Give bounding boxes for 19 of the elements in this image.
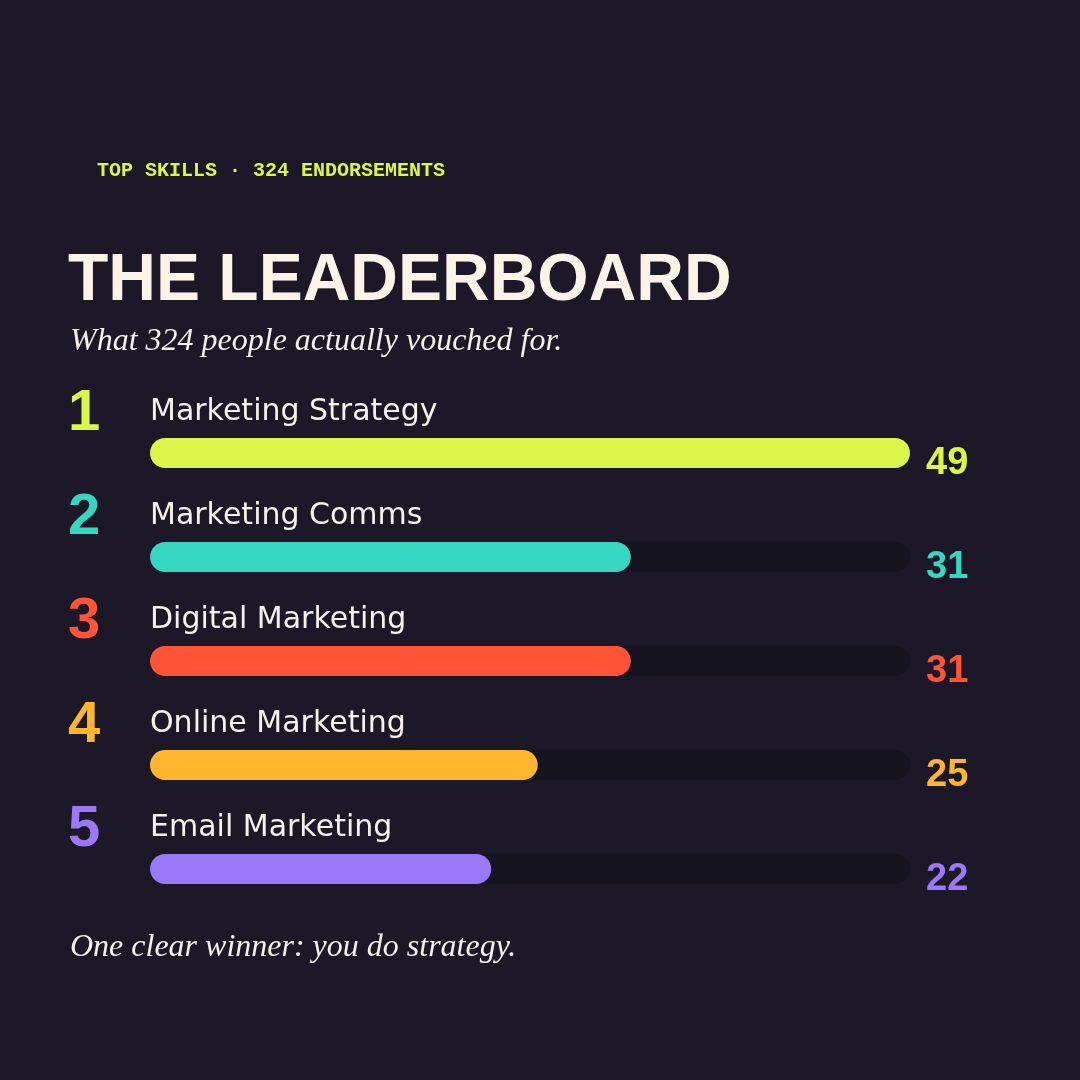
text: 2	[68, 481, 101, 546]
data-label: 22	[926, 856, 969, 898]
data-label: 25	[926, 752, 969, 794]
data-label: 49	[926, 440, 969, 482]
text: One clear winner: you do strategy.	[70, 927, 517, 963]
y-tick-label: Marketing Strategy	[150, 392, 438, 427]
y-tick-label: Email Marketing	[150, 808, 393, 843]
chart-title: THE LEADERBOARD	[68, 240, 732, 314]
y-tick-label: Digital Marketing	[150, 600, 407, 635]
text: 3	[68, 585, 101, 650]
data-label: 31	[926, 648, 969, 690]
y-tick-label: Online Marketing	[150, 704, 406, 739]
y-tick-label: Marketing Comms	[150, 496, 423, 531]
chart-subtitle: What 324 people actually vouched for.	[70, 321, 563, 357]
text: 4	[68, 689, 101, 754]
data-label: 31	[926, 544, 969, 586]
text: TOP SKILLS · 324 ENDORSEMENTS	[97, 159, 446, 182]
text: 5	[68, 793, 101, 858]
text: 1	[68, 377, 101, 442]
